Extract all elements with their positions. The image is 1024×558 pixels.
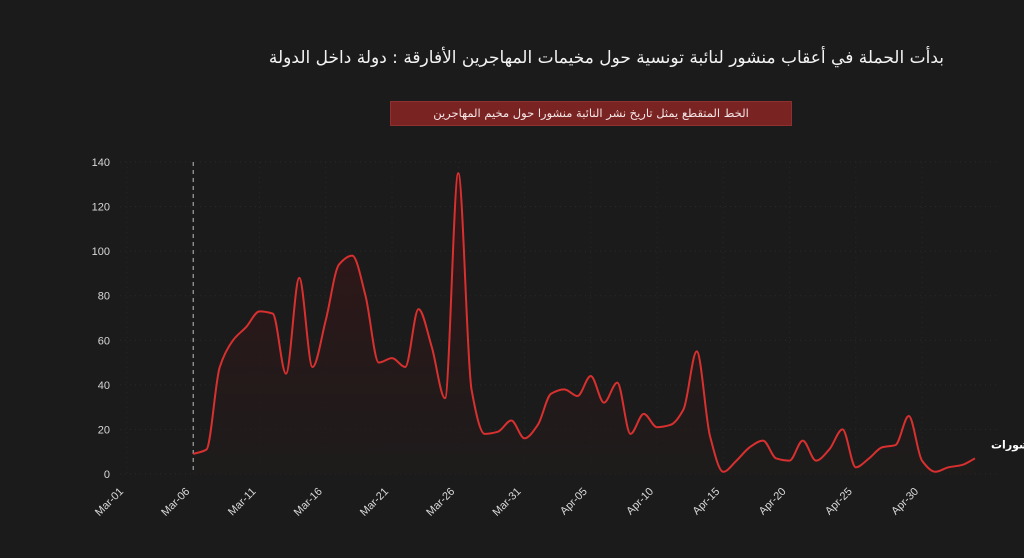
x-tick-label: Mar-16 <box>292 486 325 519</box>
x-tick-label: Mar-11 <box>226 486 259 519</box>
y-tick-label: 60 <box>98 335 110 347</box>
x-tick-label: Apr-10 <box>624 486 656 518</box>
x-tick-label: Apr-30 <box>889 486 921 518</box>
x-tick-label: Mar-06 <box>159 486 192 519</box>
y-tick-label: 140 <box>92 157 110 169</box>
x-tick-label: Mar-31 <box>490 486 523 519</box>
y-tick-label: 80 <box>98 291 110 303</box>
x-axis: Mar-01 Mar-06 Mar-11 Mar-16 Mar-21 Mar-26 Mar-… <box>93 486 921 519</box>
y-tick-label: 40 <box>98 380 110 392</box>
x-tick-label: Mar-01 <box>93 486 126 519</box>
x-tick-label: Mar-21 <box>358 486 391 519</box>
y-tick-label: 100 <box>92 246 110 258</box>
y-tick-label: 0 <box>104 469 110 481</box>
x-tick-label: Apr-20 <box>757 486 789 518</box>
x-tick-label: Apr-25 <box>823 486 855 518</box>
y-tick-label: 120 <box>92 202 110 214</box>
series-line <box>192 172 976 473</box>
series-area <box>193 173 975 474</box>
x-tick-label: Apr-15 <box>691 486 723 518</box>
x-tick-label: Apr-05 <box>558 486 590 518</box>
x-tick-label: Mar-26 <box>424 486 457 519</box>
chart-title: بدأت الحملة في أعقاب منشور لنائبة تونسية… <box>268 48 944 68</box>
series-label: عدد المنشورات <box>991 438 1024 451</box>
y-tick-label: 20 <box>98 424 110 436</box>
annotation-banner: الخط المتقطع يمثل تاريخ نشر النائبة منشو… <box>390 101 792 126</box>
y-axis: 0 20 40 60 80 100 120 140 <box>92 157 110 481</box>
